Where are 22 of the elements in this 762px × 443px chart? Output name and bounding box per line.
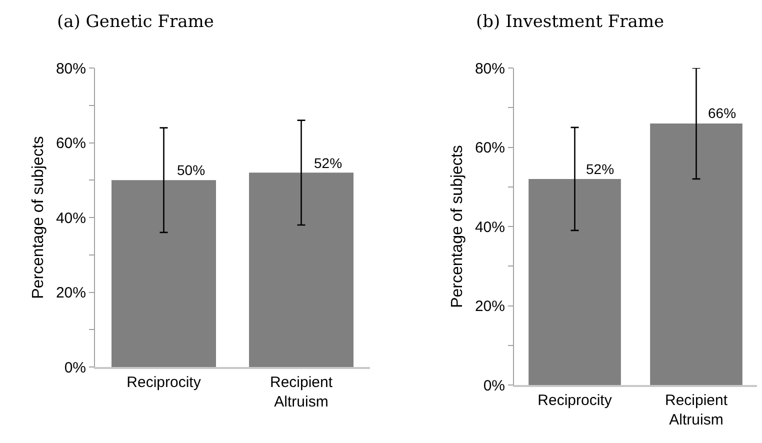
- data-label: 66%: [708, 105, 736, 121]
- y-tick-label: 80%: [56, 60, 86, 78]
- y-axis-title: Percentage of subjects: [448, 145, 466, 308]
- data-label: 50%: [177, 162, 206, 178]
- y-tick-label: 20%: [56, 284, 86, 302]
- chart-title: (a) Genetic Frame: [57, 12, 214, 32]
- x-tick-label: Recipient Altruism: [664, 392, 728, 428]
- x-tick-label: Reciprocity: [538, 392, 612, 409]
- y-axis-title: Percentage of subjects: [30, 136, 47, 299]
- y-tick-label: 40%: [56, 210, 86, 227]
- y-tick-label: 0%: [483, 377, 505, 394]
- y-tick-label: 60%: [56, 135, 86, 152]
- data-label: 52%: [314, 155, 342, 171]
- y-tick-label: 0%: [64, 359, 86, 376]
- y-tick-label: 80%: [474, 60, 505, 78]
- y-tick-label: 20%: [474, 298, 505, 315]
- data-label: 52%: [586, 161, 614, 177]
- x-tick-label: Reciprocity: [126, 374, 202, 391]
- chart-title: (b) Investment Frame: [476, 12, 664, 32]
- y-tick-label: 40%: [474, 218, 505, 236]
- y-tick-label: 60%: [474, 140, 505, 156]
- x-tick-label: Recipient Altruism: [270, 374, 334, 410]
